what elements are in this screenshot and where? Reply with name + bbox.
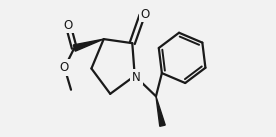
Text: N: N (132, 71, 141, 84)
Text: O: O (140, 8, 150, 21)
Text: O: O (63, 19, 72, 32)
Polygon shape (73, 39, 104, 51)
Polygon shape (156, 96, 165, 126)
Text: O: O (59, 61, 68, 74)
